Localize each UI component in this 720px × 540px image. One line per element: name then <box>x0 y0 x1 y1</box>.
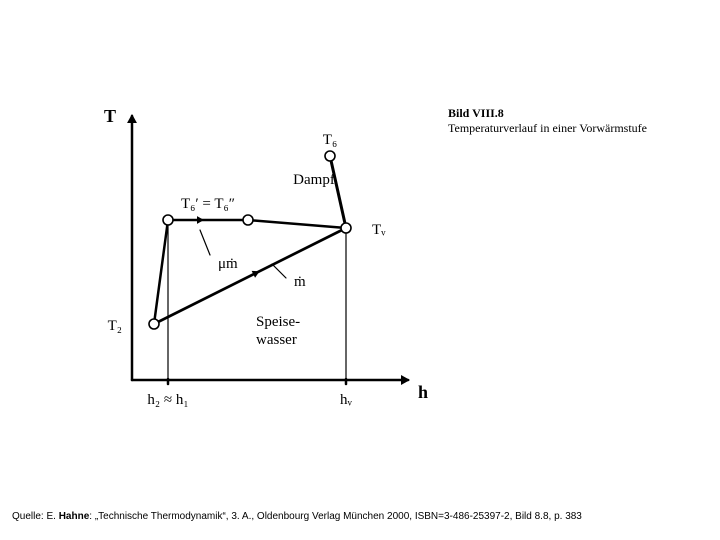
source-prefix: Quelle: E. <box>12 511 59 522</box>
svg-text:Tᵥ: Tᵥ <box>372 222 386 238</box>
caption-text: Temperaturverlauf in einer Vorwärmstufe <box>448 121 647 135</box>
source-suffix: : „Technische Thermodynamik“, 3. A., Old… <box>89 511 582 522</box>
th-diagram: Th h₂ ≈ h₁ hᵥ T₂ T₆ Tᵥ T₆′ = T₆″ Dampf μṁ ṁ Speise… <box>80 100 440 430</box>
svg-text:ṁ: ṁ <box>294 274 306 290</box>
svg-text:h₂ ≈ h₁: h₂ ≈ h₁ <box>147 392 188 408</box>
svg-text:h: h <box>418 382 428 402</box>
svg-text:hᵥ: hᵥ <box>340 392 353 408</box>
figure-caption: Bild VIII.8 Temperaturverlauf in einer V… <box>448 106 688 136</box>
page: Bild VIII.8 Temperaturverlauf in einer V… <box>0 0 720 540</box>
svg-text:Dampf: Dampf <box>293 172 335 188</box>
svg-text:Speise-: Speise- <box>256 314 300 330</box>
svg-text:T: T <box>104 106 116 126</box>
svg-text:wasser: wasser <box>256 332 297 348</box>
svg-text:μṁ: μṁ <box>218 256 238 272</box>
svg-text:T₆′ = T₆″: T₆′ = T₆″ <box>181 196 235 212</box>
svg-text:T₆: T₆ <box>323 132 337 148</box>
source-citation: Quelle: E. Hahne: „Technische Thermodyna… <box>12 511 708 522</box>
diagram-svg: Th h₂ ≈ h₁ hᵥ T₂ T₆ Tᵥ T₆′ = T₆″ Dampf μṁ ṁ Speise… <box>80 100 440 430</box>
source-author: Hahne <box>59 511 90 522</box>
svg-text:T₂: T₂ <box>108 318 122 334</box>
caption-title: Bild VIII.8 <box>448 106 504 120</box>
